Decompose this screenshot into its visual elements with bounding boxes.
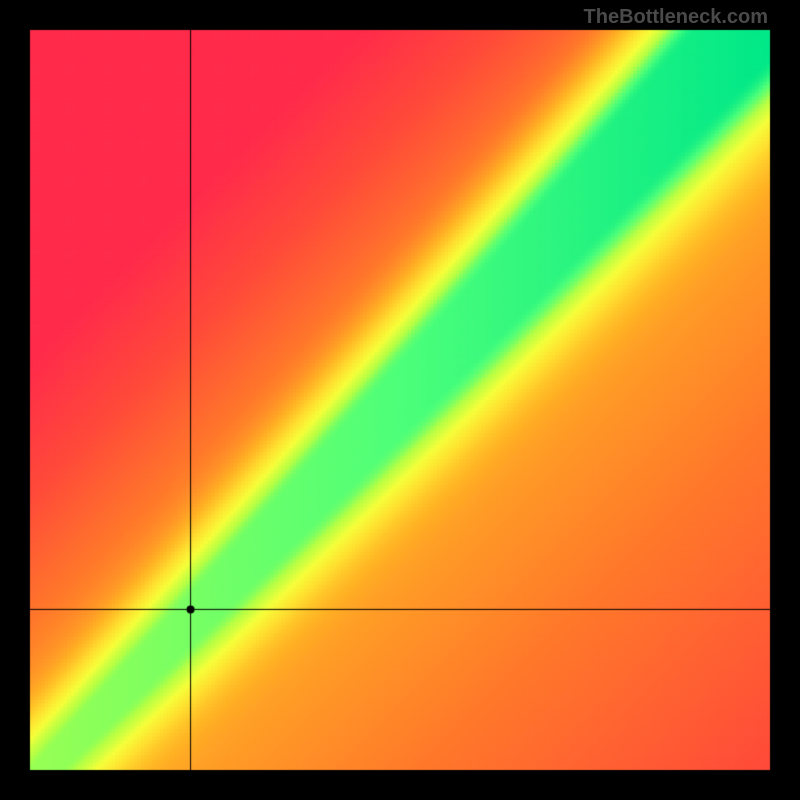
watermark-text: TheBottleneck.com bbox=[584, 6, 768, 29]
chart-container: TheBottleneck.com bbox=[0, 0, 800, 800]
bottleneck-heatmap bbox=[0, 0, 800, 800]
